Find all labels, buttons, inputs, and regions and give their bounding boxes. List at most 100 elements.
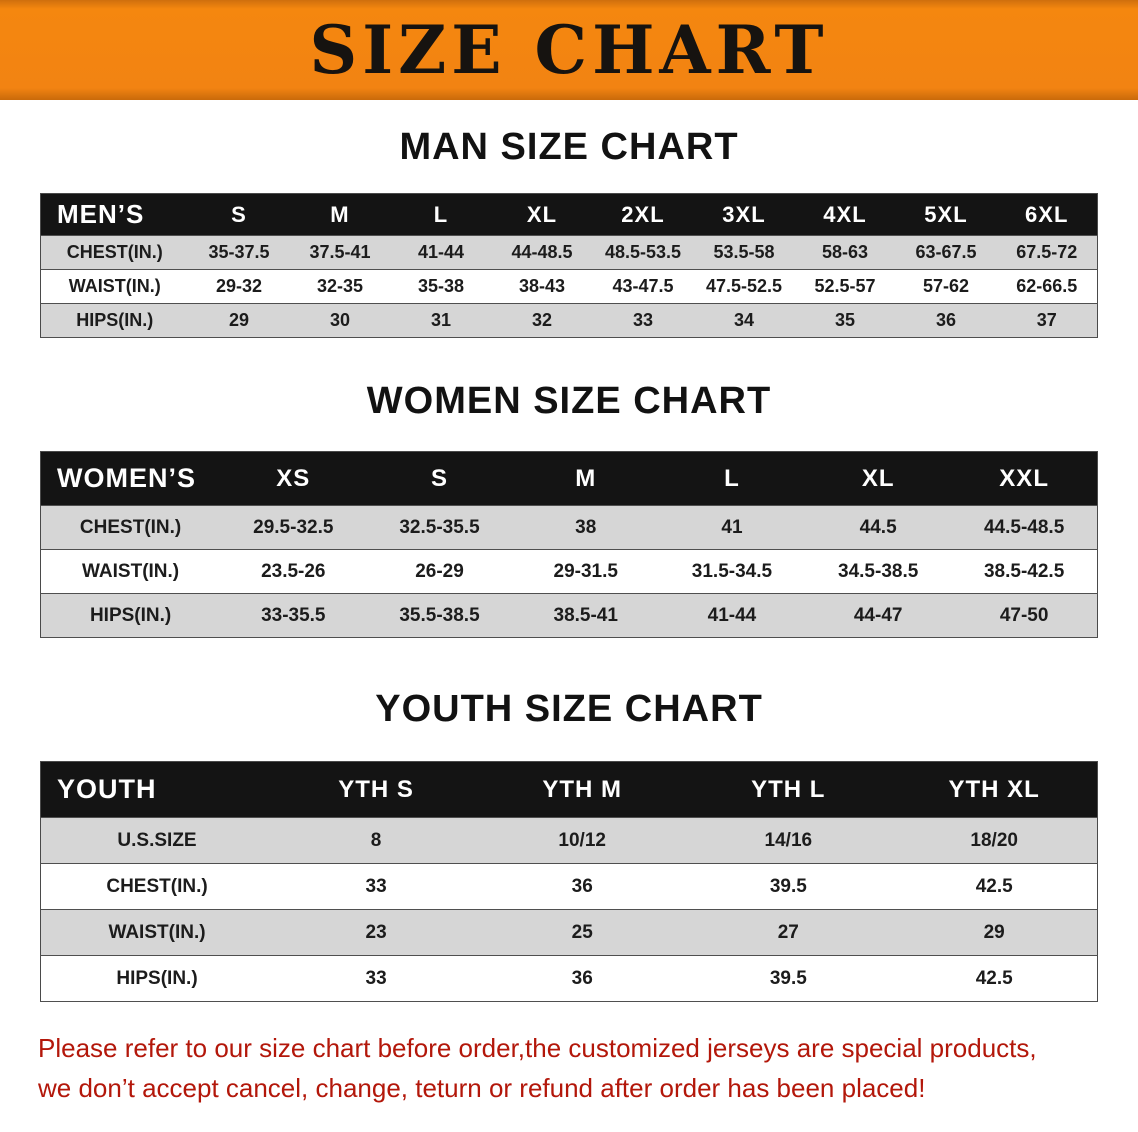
size-value: 27 — [685, 909, 892, 956]
size-column-header: XS — [220, 451, 367, 506]
size-column-header: 5XL — [895, 193, 997, 236]
size-value: 44.5 — [805, 505, 952, 550]
row-label: U.S.SIZE — [40, 817, 274, 864]
table-header-row: YOUTH YTH S YTH M YTH L YTH XL — [40, 761, 1098, 818]
size-value: 37 — [996, 303, 1098, 338]
size-value: 39.5 — [685, 955, 892, 1002]
size-value: 29 — [891, 909, 1098, 956]
size-value: 62-66.5 — [996, 269, 1098, 304]
size-value: 34 — [693, 303, 795, 338]
men-section: MAN SIZE CHART MEN’S S M L XL 2XL 3XL 4XL 5XL 6XL… — [0, 126, 1138, 338]
youth-section: YOUTH SIZE CHART YOUTH YTH S YTH M YTH L YTH… — [0, 688, 1138, 1002]
size-value: 31 — [390, 303, 492, 338]
size-value: 38 — [512, 505, 659, 550]
size-value: 44.5-48.5 — [951, 505, 1098, 550]
size-column-header: 2XL — [592, 193, 694, 236]
size-value: 44-48.5 — [491, 235, 593, 270]
size-value: 41-44 — [658, 593, 806, 638]
youth-size-table: YOUTH YTH S YTH M YTH L YTH XL U.S.SIZE 8 10/1… — [40, 761, 1098, 1002]
size-column-header: 4XL — [794, 193, 896, 236]
size-value: 25 — [479, 909, 686, 956]
size-value: 29-31.5 — [512, 549, 659, 594]
size-value: 58-63 — [794, 235, 896, 270]
table-header-row: WOMEN’S XS S M L XL XXL — [40, 451, 1098, 506]
size-value: 31.5-34.5 — [658, 549, 806, 594]
men-section-heading: MAN SIZE CHART — [399, 126, 739, 168]
table-corner-label: WOMEN’S — [40, 451, 221, 506]
size-value: 41 — [658, 505, 806, 550]
size-column-header: L — [390, 193, 492, 236]
size-value: 53.5-58 — [693, 235, 795, 270]
table-row: HIPS(IN.) 33-35.5 35.5-38.5 38.5-41 41-44 44-… — [40, 593, 1098, 638]
table-row: WAIST(IN.) 23.5-26 26-29 29-31.5 31.5-34.5 34… — [40, 549, 1098, 594]
size-value: 35.5-38.5 — [366, 593, 513, 638]
size-column-header: L — [658, 451, 806, 506]
size-column-header: S — [366, 451, 513, 506]
size-value: 48.5-53.5 — [592, 235, 694, 270]
table-corner-label: MEN’S — [40, 193, 189, 236]
size-value: 10/12 — [479, 817, 686, 864]
table-row: WAIST(IN.) 29-32 32-35 35-38 38-43 43-47.5 47.… — [40, 269, 1098, 304]
row-label: HIPS(IN.) — [40, 593, 221, 638]
womens-size-table: WOMEN’S XS S M L XL XXL CHEST(IN.) 29.5-32.5 32.… — [40, 451, 1098, 638]
size-chart-banner: SIZE CHART — [0, 0, 1138, 100]
size-value: 29-32 — [188, 269, 290, 304]
row-label: CHEST(IN.) — [40, 505, 221, 550]
size-value: 38.5-41 — [512, 593, 659, 638]
size-value: 39.5 — [685, 863, 892, 910]
size-value: 23 — [273, 909, 480, 956]
size-column-header: S — [188, 193, 290, 236]
row-label: WAIST(IN.) — [40, 909, 274, 956]
table-row: CHEST(IN.) 35-37.5 37.5-41 41-44 44-48.5 48.5… — [40, 235, 1098, 270]
size-value: 63-67.5 — [895, 235, 997, 270]
size-value: 32 — [491, 303, 593, 338]
size-column-header: M — [512, 451, 659, 506]
size-value: 43-47.5 — [592, 269, 694, 304]
size-value: 14/16 — [685, 817, 892, 864]
size-value: 41-44 — [390, 235, 492, 270]
size-value: 33 — [592, 303, 694, 338]
table-row: U.S.SIZE 8 10/12 14/16 18/20 — [40, 817, 1098, 864]
size-value: 36 — [479, 955, 686, 1002]
size-value: 42.5 — [891, 955, 1098, 1002]
size-value: 32.5-35.5 — [366, 505, 513, 550]
size-value: 38-43 — [491, 269, 593, 304]
size-column-header: XL — [805, 451, 952, 506]
size-value: 33-35.5 — [220, 593, 367, 638]
size-column-header: YTH L — [685, 761, 892, 818]
disclaimer-text: Please refer to our size chart before or… — [38, 1028, 1100, 1109]
size-value: 34.5-38.5 — [805, 549, 952, 594]
size-value: 35-37.5 — [188, 235, 290, 270]
table-header-row: MEN’S S M L XL 2XL 3XL 4XL 5XL 6XL — [40, 193, 1098, 236]
size-value: 38.5-42.5 — [951, 549, 1098, 594]
size-value: 29.5-32.5 — [220, 505, 367, 550]
size-column-header: YTH S — [273, 761, 480, 818]
row-label: CHEST(IN.) — [40, 863, 274, 910]
size-value: 42.5 — [891, 863, 1098, 910]
size-value: 67.5-72 — [996, 235, 1098, 270]
size-column-header: M — [289, 193, 391, 236]
size-value: 36 — [479, 863, 686, 910]
size-value: 29 — [188, 303, 290, 338]
women-section-heading: WOMEN SIZE CHART — [366, 380, 772, 422]
size-value: 8 — [273, 817, 480, 864]
table-corner-label: YOUTH — [40, 761, 274, 818]
table-row: WAIST(IN.) 23 25 27 29 — [40, 909, 1098, 956]
row-label: WAIST(IN.) — [40, 269, 189, 304]
table-row: HIPS(IN.) 33 36 39.5 42.5 — [40, 955, 1098, 1002]
size-value: 33 — [273, 863, 480, 910]
size-column-header: XL — [491, 193, 593, 236]
size-column-header: YTH XL — [891, 761, 1098, 818]
size-value: 18/20 — [891, 817, 1098, 864]
size-value: 33 — [273, 955, 480, 1002]
size-value: 30 — [289, 303, 391, 338]
disclaimer-line-2: we don’t accept cancel, change, teturn o… — [38, 1073, 926, 1104]
women-section: WOMEN SIZE CHART WOMEN’S XS S M L XL XXL CHEST… — [0, 380, 1138, 638]
size-value: 44-47 — [805, 593, 952, 638]
youth-section-heading: YOUTH SIZE CHART — [375, 688, 763, 730]
page-title: SIZE CHART — [309, 11, 829, 89]
table-row: HIPS(IN.) 29 30 31 32 33 34 35 36 37 — [40, 303, 1098, 338]
size-value: 35-38 — [390, 269, 492, 304]
size-value: 23.5-26 — [220, 549, 367, 594]
